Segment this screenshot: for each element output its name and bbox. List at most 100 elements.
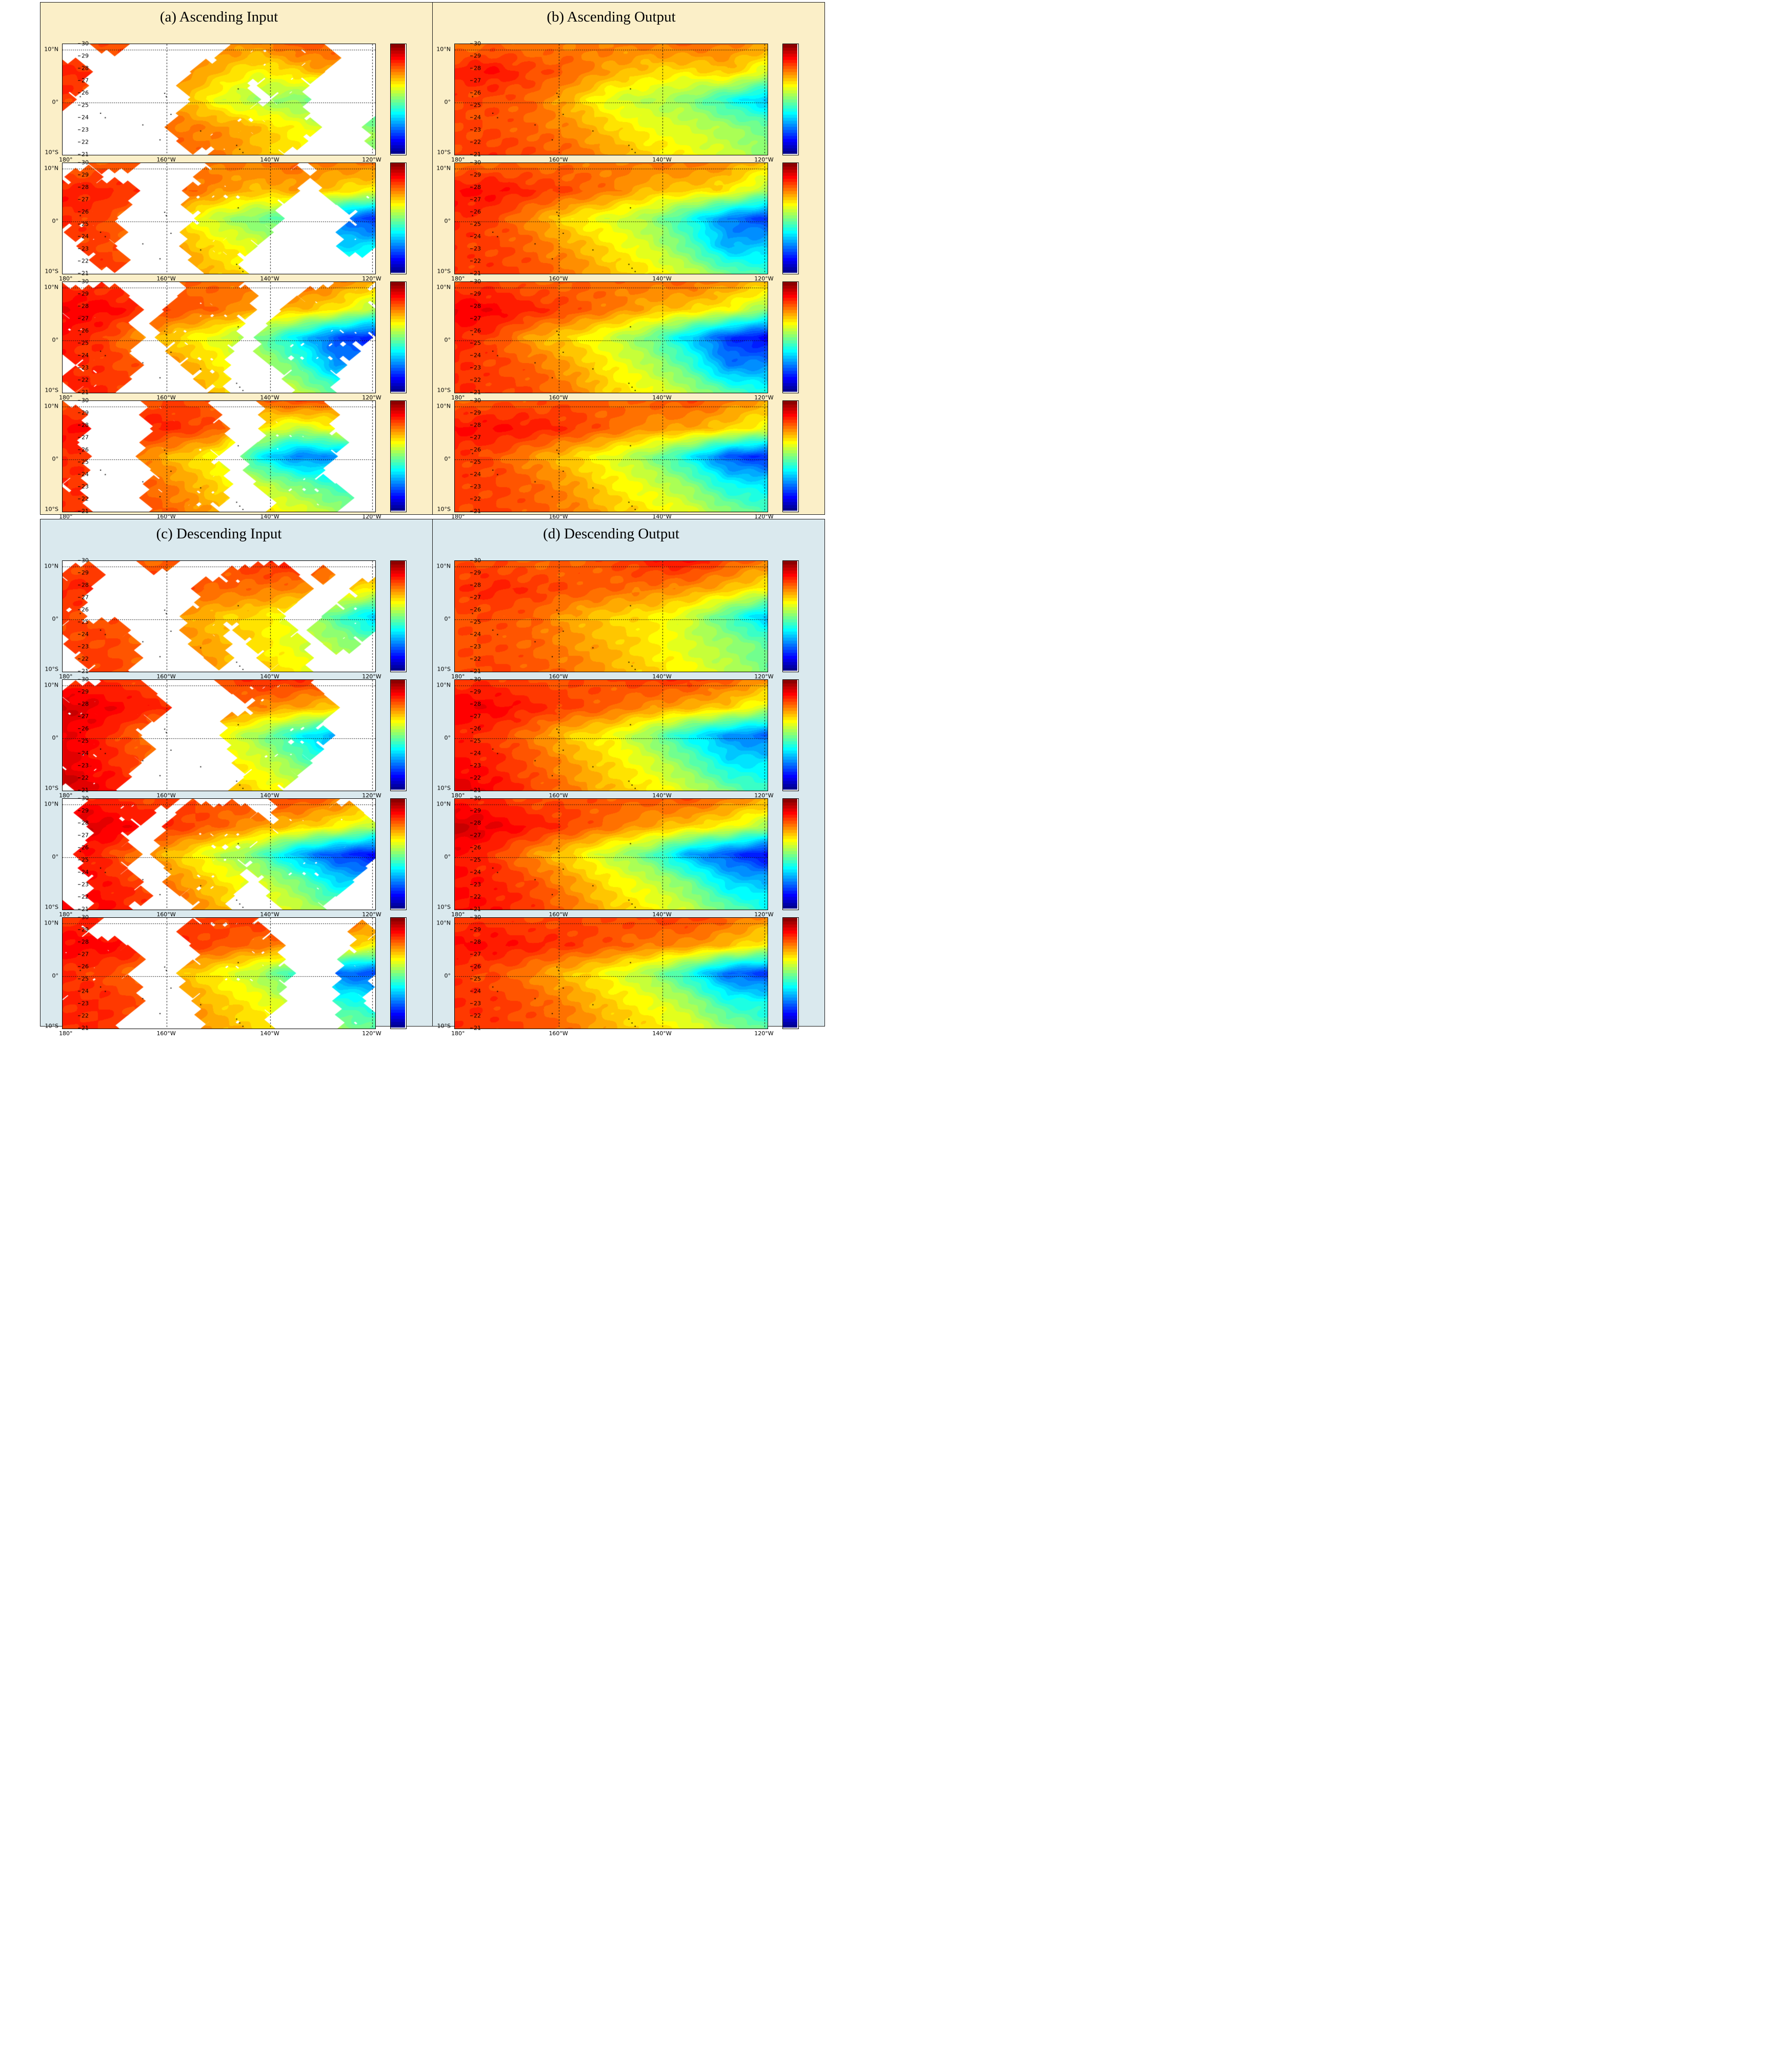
colorbar — [782, 400, 799, 512]
colorbar-tick-label: 23 — [474, 483, 481, 490]
map-plot-area — [454, 679, 768, 791]
y-tick-label: 10°N — [436, 681, 451, 689]
y-tick-label: 10°N — [436, 562, 451, 570]
colorbar-tick-label: 30 — [82, 676, 89, 683]
y-tick-label: 10°N — [44, 403, 58, 410]
colorbar-tick-label: 28 — [82, 819, 89, 827]
x-tick-label: 120°W — [754, 513, 774, 520]
colorbar-tick-label: 26 — [82, 963, 89, 970]
x-tick-label: 140°W — [260, 156, 279, 163]
sst-heatmap-canvas — [63, 163, 375, 274]
colorbar-tick-mark — [78, 343, 80, 344]
colorbar-tick-label: 24 — [82, 471, 89, 478]
colorbar-tick-mark — [470, 437, 473, 438]
colorbar-tick-label: 28 — [82, 65, 89, 72]
colorbar-tick-label: 24 — [82, 114, 89, 121]
colorbar-tick-mark — [470, 474, 473, 475]
colorbar-tick-label: 27 — [474, 951, 481, 958]
colorbar-tick-label: 25 — [82, 458, 89, 466]
y-tick-label: 10°N — [436, 165, 451, 172]
x-tick-label: 180° — [59, 275, 73, 282]
map-plot-area — [62, 798, 376, 910]
colorbar-tick-mark — [78, 671, 80, 672]
x-tick-label: 160°W — [156, 394, 176, 401]
colorbar-tick-mark — [470, 117, 473, 118]
colorbar-tick-label: 22 — [474, 257, 481, 265]
colorbar-tick-label: 29 — [82, 807, 89, 814]
colorbar-tick-label: 22 — [82, 138, 89, 146]
y-tick-label: 0° — [52, 615, 59, 622]
colorbar-tick-label: 30 — [82, 40, 89, 47]
map-plot-area — [454, 163, 768, 274]
y-tick-label: 0° — [52, 455, 59, 462]
colorbar-tick-label: 24 — [474, 869, 481, 876]
colorbar-tick-mark — [78, 187, 80, 188]
map-row-b2: 10°N 0° 10°S 180° 160°W 140°W 120°W 30 29 28 27 26 2… — [436, 159, 799, 282]
x-tick-label: 160°W — [156, 911, 176, 918]
colorbar-tick-label: 21 — [474, 787, 481, 794]
x-tick-label: 120°W — [754, 673, 774, 680]
colorbar-tick-label: 21 — [474, 906, 481, 913]
colorbar-tick-label: 26 — [474, 963, 481, 970]
x-tick-label: 160°W — [549, 156, 568, 163]
panel-descending-input: (c) Descending Input 10°N 0° 10°S 180° 160°W… — [41, 519, 433, 1037]
colorbar-tick-label: 23 — [82, 762, 89, 769]
map-plot-area — [62, 560, 376, 672]
colorbar-tick-mark — [470, 187, 473, 188]
map-row-a2: 10°N 0° 10°S 180° 160°W 140°W 120°W 30 29 28 27 26 2… — [44, 159, 407, 282]
colorbar-tick-label: 25 — [474, 856, 481, 863]
map-plot-area — [454, 560, 768, 672]
x-tick-label: 120°W — [754, 1030, 774, 1037]
y-tick-label: 10°S — [45, 506, 58, 513]
colorbar-tick-label: 25 — [474, 737, 481, 745]
colorbar-tick-label: 24 — [474, 114, 481, 121]
y-tick-label: 10°N — [44, 46, 58, 53]
x-tick-label: 120°W — [362, 792, 381, 799]
map-row-c3: 10°N 0° 10°S 180° 160°W 140°W 120°W 30 29 28 27 26 2… — [44, 795, 407, 918]
colorbar-tick-label: 28 — [474, 581, 481, 589]
x-tick-label: 160°W — [156, 275, 176, 282]
x-tick-label: 120°W — [362, 1030, 381, 1037]
colorbar — [782, 917, 799, 1029]
x-tick-label: 120°W — [754, 792, 774, 799]
x-tick-label: 180° — [59, 156, 73, 163]
figure-sst-panels: (a) Ascending Input 10°N 0° 10°S 180° 160°W 1… — [0, 0, 886, 1038]
y-tick-label: 10°N — [436, 800, 451, 808]
colorbar-tick-label: 27 — [82, 594, 89, 601]
y-tick-label: 0° — [52, 98, 59, 106]
colorbar-tick-label: 27 — [82, 832, 89, 839]
x-tick-label: 140°W — [260, 1030, 279, 1037]
colorbar-tick-label: 27 — [474, 832, 481, 839]
colorbar-tick-mark — [470, 1028, 473, 1029]
x-tick-label: 160°W — [549, 911, 568, 918]
colorbar-tick-label: 27 — [82, 434, 89, 441]
y-tick-label: 10°S — [437, 506, 451, 513]
colorbar-tick-label: 26 — [474, 208, 481, 215]
colorbar-tick-mark — [78, 798, 80, 799]
map-row-a3: 10°N 0° 10°S 180° 160°W 140°W 120°W 30 29 28 27 26 2… — [44, 278, 407, 401]
colorbar-tick-label: 27 — [474, 196, 481, 203]
x-tick-label: 160°W — [549, 1030, 568, 1037]
colorbar-tick-label: 23 — [474, 643, 481, 650]
map-row-a1: 10°N 0° 10°S 180° 160°W 140°W 120°W 30 29 28 27 26 2… — [44, 40, 407, 163]
colorbar-tick-label: 28 — [82, 938, 89, 946]
colorbar-tick-mark — [470, 585, 473, 586]
x-tick-label: 120°W — [754, 394, 774, 401]
x-tick-label: 180° — [59, 911, 73, 918]
colorbar-tick-mark — [470, 954, 473, 955]
colorbar-tick-label: 22 — [474, 495, 481, 502]
y-tick-label: 0° — [444, 615, 451, 622]
y-tick-label: 10°S — [45, 1022, 58, 1030]
sst-heatmap-canvas — [455, 401, 768, 512]
colorbar-tick-label: 25 — [474, 975, 481, 982]
colorbar-tick-mark — [78, 355, 80, 356]
colorbar-tick-label: 23 — [82, 364, 89, 371]
x-tick-label: 120°W — [754, 275, 774, 282]
colorbar-tick-mark — [470, 991, 473, 992]
colorbar-canvas — [391, 44, 405, 154]
x-tick-label: 160°W — [156, 156, 176, 163]
y-tick-label: 10°S — [437, 666, 451, 673]
colorbar-tick-label: 28 — [474, 819, 481, 827]
colorbar-tick-label: 29 — [82, 569, 89, 576]
colorbar-tick-label: 26 — [474, 327, 481, 334]
